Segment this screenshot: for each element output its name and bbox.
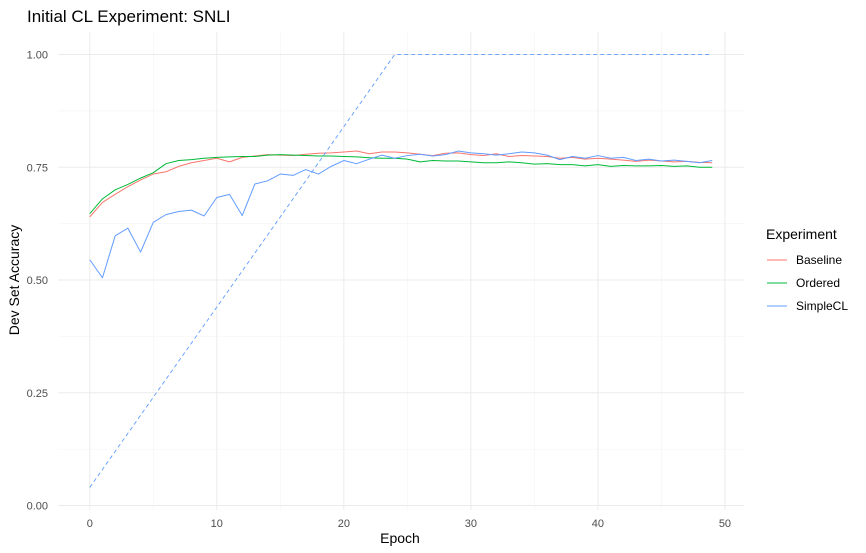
axes: 0 10 20 30 40 50 0.00 0.25 0.50 0.75 1.00: [27, 50, 731, 530]
y-tick-label: 0.50: [27, 275, 48, 287]
y-tick-label: 0.25: [27, 388, 48, 400]
series-lines: [89, 54, 713, 488]
legend-title: Experiment: [766, 226, 837, 242]
x-tick-label: 50: [719, 518, 731, 530]
x-tick-label: 20: [338, 518, 350, 530]
grid: [58, 32, 744, 510]
legend-label-ordered: Ordered: [796, 276, 840, 290]
y-tick-label: 0.75: [27, 162, 48, 174]
chart-title: Initial CL Experiment: SNLI: [27, 7, 230, 26]
legend-label-baseline: Baseline: [796, 253, 842, 267]
y-axis-title: Dev Set Accuracy: [6, 225, 22, 336]
x-axis-title: Epoch: [380, 530, 420, 546]
y-tick-label: 0.00: [27, 500, 48, 512]
legend: Experiment Baseline Ordered SimpleCL: [766, 226, 848, 313]
x-tick-label: 40: [592, 518, 604, 530]
legend-label-simplecl: SimpleCL: [796, 299, 848, 313]
x-tick-label: 30: [465, 518, 477, 530]
series-line-ordered: [89, 154, 713, 215]
y-tick-label: 1.00: [27, 50, 48, 62]
series-line-simplecl: [89, 150, 713, 279]
legend-entry-ordered: Ordered: [767, 276, 840, 290]
series-line-baseline: [89, 150, 713, 218]
legend-entry-baseline: Baseline: [767, 253, 842, 267]
legend-entry-simplecl: SimpleCL: [767, 299, 848, 313]
series-line-reference-dashed: [89, 54, 713, 488]
x-tick-label: 0: [87, 518, 93, 530]
x-tick-label: 10: [211, 518, 223, 530]
